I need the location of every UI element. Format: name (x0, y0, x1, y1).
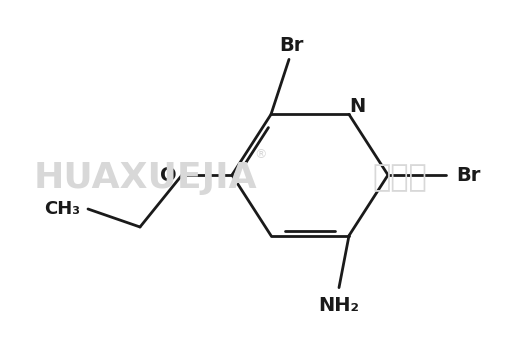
Text: 化学加: 化学加 (373, 164, 427, 192)
Text: CH₃: CH₃ (44, 200, 80, 218)
Text: Br: Br (279, 36, 303, 55)
Text: Br: Br (456, 166, 480, 185)
Text: O: O (160, 166, 176, 185)
Text: N: N (349, 97, 365, 116)
Text: NH₂: NH₂ (318, 296, 359, 315)
Text: ®: ® (254, 149, 266, 161)
Text: HUAXUEJIA: HUAXUEJIA (33, 161, 257, 195)
